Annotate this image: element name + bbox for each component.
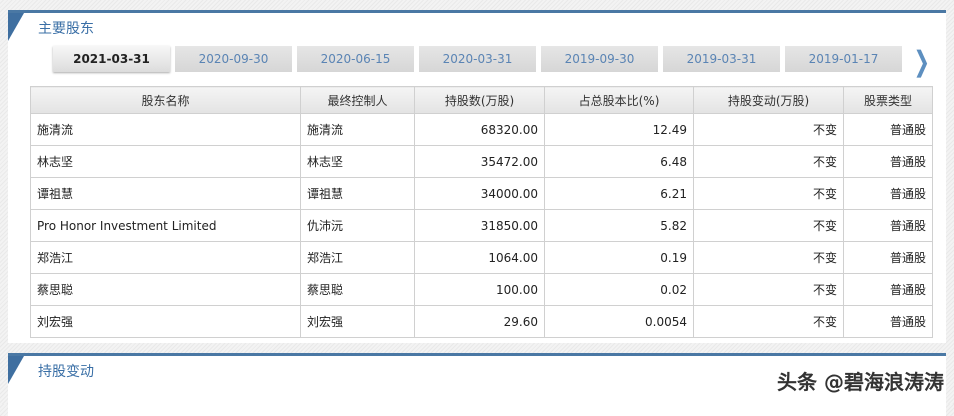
- column-header[interactable]: 股东名称: [30, 86, 301, 114]
- tab-date[interactable]: 2019-09-30: [541, 46, 658, 72]
- tab-date[interactable]: 2020-06-15: [297, 46, 414, 72]
- tab-date[interactable]: 2020-09-30: [175, 46, 292, 72]
- table-cell: 林志坚: [30, 145, 301, 178]
- table-row: Pro Honor Investment Limited 仇沛沅 31850.00 5…: [30, 209, 933, 242]
- table-cell: 0.19: [544, 241, 694, 274]
- table-cell: 不变: [693, 177, 844, 210]
- table-cell: 5.82: [544, 209, 694, 242]
- table-cell: 施清流: [30, 113, 301, 146]
- table-cell: 29.60: [414, 305, 545, 338]
- column-header[interactable]: 占总股本比(%): [544, 86, 694, 114]
- table-cell: 蔡思聪: [300, 273, 415, 306]
- table-cell: Pro Honor Investment Limited: [30, 209, 301, 242]
- table-cell: 12.49: [544, 113, 694, 146]
- watermark: 头条 @碧海浪涛涛: [777, 370, 944, 394]
- table-row: 林志坚 林志坚 35472.00 6.48 不变 普通股: [30, 145, 933, 178]
- table-row: 施清流 施清流 68320.00 12.49 不变 普通股: [30, 113, 933, 146]
- table-row: 谭祖慧 谭祖慧 34000.00 6.21 不变 普通股: [30, 177, 933, 210]
- tab-date[interactable]: 2019-01-17: [785, 46, 902, 72]
- corner-decoration: [8, 356, 24, 384]
- table-cell: 谭祖慧: [300, 177, 415, 210]
- table-cell: 31850.00: [414, 209, 545, 242]
- table-row: 蔡思聪 蔡思聪 100.00 0.02 不变 普通股: [30, 273, 933, 306]
- table-cell: 普通股: [843, 145, 933, 178]
- table-cell: 6.48: [544, 145, 694, 178]
- table-row: 刘宏强 刘宏强 29.60 0.0054 不变 普通股: [30, 305, 933, 338]
- table-cell: 蔡思聪: [30, 273, 301, 306]
- table-cell: 不变: [693, 273, 844, 306]
- column-header[interactable]: 持股变动(万股): [693, 86, 844, 114]
- table-cell: 刘宏强: [300, 305, 415, 338]
- column-header[interactable]: 股票类型: [843, 86, 933, 114]
- table-cell: 6.21: [544, 177, 694, 210]
- table-cell: 0.0054: [544, 305, 694, 338]
- tab-date[interactable]: 2021-03-31: [53, 46, 170, 72]
- table-cell: 34000.00: [414, 177, 545, 210]
- table-cell: 普通股: [843, 241, 933, 274]
- table-cell: 0.02: [544, 273, 694, 306]
- table-cell: 普通股: [843, 273, 933, 306]
- tab-date[interactable]: 2020-03-31: [419, 46, 536, 72]
- chevron-right-icon[interactable]: ❯: [913, 45, 930, 78]
- table-cell: 普通股: [843, 305, 933, 338]
- tab-date[interactable]: 2019-03-31: [663, 46, 780, 72]
- table-cell: 68320.00: [414, 113, 545, 146]
- table-cell: 施清流: [300, 113, 415, 146]
- main-shareholders-panel: 主要股东 2021-03-31 2020-09-30 2020-06-15 2020-…: [8, 10, 946, 343]
- table-cell: 35472.00: [414, 145, 545, 178]
- table-cell: 郑浩江: [30, 241, 301, 274]
- table-cell: 不变: [693, 113, 844, 146]
- table-cell: 不变: [693, 241, 844, 274]
- table-cell: 1064.00: [414, 241, 545, 274]
- table-cell: 郑浩江: [300, 241, 415, 274]
- shareholders-table: 股东名称 最终控制人 持股数(万股) 占总股本比(%) 持股变动(万股) 股票类型 施清流…: [30, 86, 933, 338]
- table-cell: 谭祖慧: [30, 177, 301, 210]
- table-cell: 刘宏强: [30, 305, 301, 338]
- table-cell: 不变: [693, 305, 844, 338]
- table-cell: 不变: [693, 145, 844, 178]
- table-cell: 普通股: [843, 113, 933, 146]
- table-cell: 不变: [693, 209, 844, 242]
- column-header[interactable]: 最终控制人: [300, 86, 415, 114]
- table-cell: 林志坚: [300, 145, 415, 178]
- table-cell: 普通股: [843, 177, 933, 210]
- column-header[interactable]: 持股数(万股): [414, 86, 545, 114]
- table-cell: 100.00: [414, 273, 545, 306]
- section-title: 主要股东: [38, 21, 94, 37]
- table-cell: 普通股: [843, 209, 933, 242]
- corner-decoration: [8, 13, 24, 41]
- section-title: 持股变动: [38, 364, 94, 380]
- table-row: 郑浩江 郑浩江 1064.00 0.19 不变 普通股: [30, 241, 933, 274]
- table-cell: 仇沛沅: [300, 209, 415, 242]
